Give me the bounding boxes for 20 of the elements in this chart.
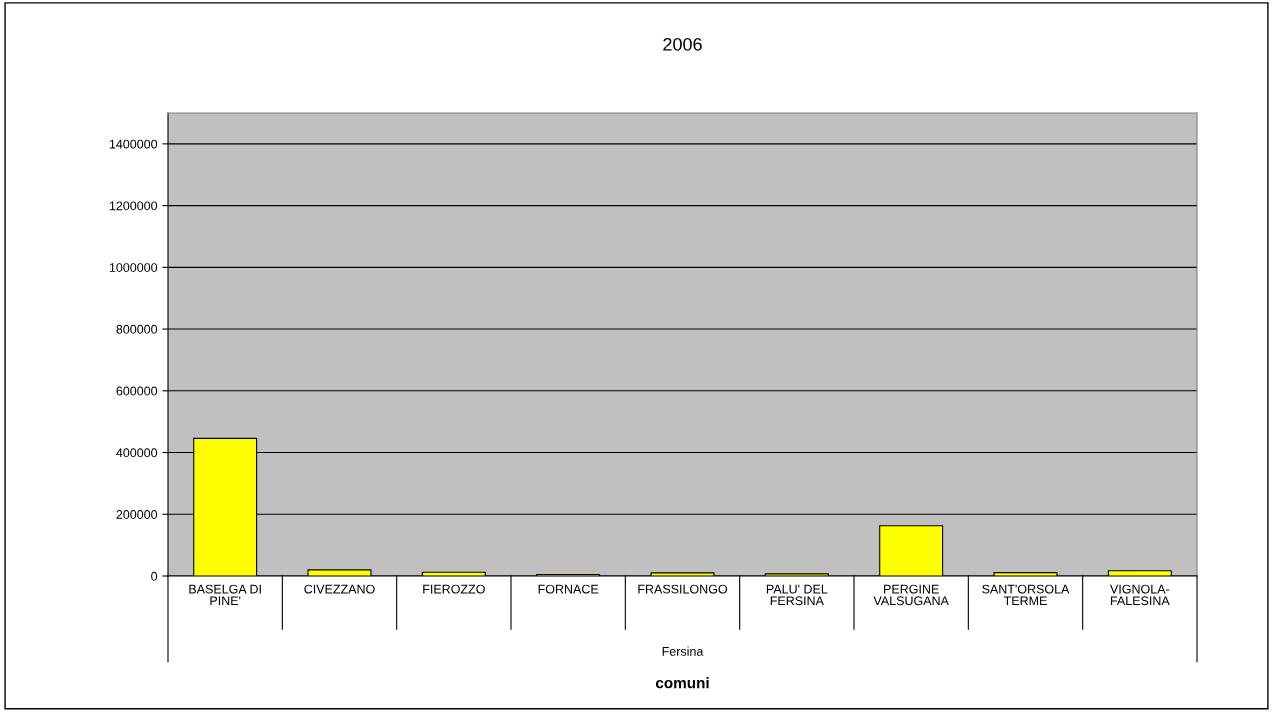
x-axis-title: comuni [655,677,709,689]
x-tick-label: BASELGA DI PINE' [189,584,261,606]
x-tick-label: PALU' DEL FERSINA [766,584,828,606]
x-tick-label: FRASSILONGO [638,584,728,594]
y-tick-label: 200000 [116,510,158,519]
x-tick-label: FORNACE [538,584,599,594]
y-tick-label: 0 [151,571,158,581]
y-tick-label: 800000 [116,324,158,334]
x-tick-label: SANT'ORSOLA TERME [982,584,1070,606]
text: Fersina [662,646,704,656]
y-tick-label: 1200000 [109,201,158,211]
chart-title: 2006 [663,37,702,51]
y-tick-label: 1400000 [109,139,158,149]
x-tick-label: FIEROZZO [423,584,485,594]
y-tick-label: 1000000 [109,263,158,272]
y-tick-label: 400000 [116,448,158,458]
y-tick-label: 600000 [116,386,158,396]
x-tick-label: CIVEZZANO [304,584,375,594]
x-tick-label: VIGNOLA- FALESINA [1110,584,1170,606]
x-tick-label: PERGINE VALSUGANA [873,584,949,606]
